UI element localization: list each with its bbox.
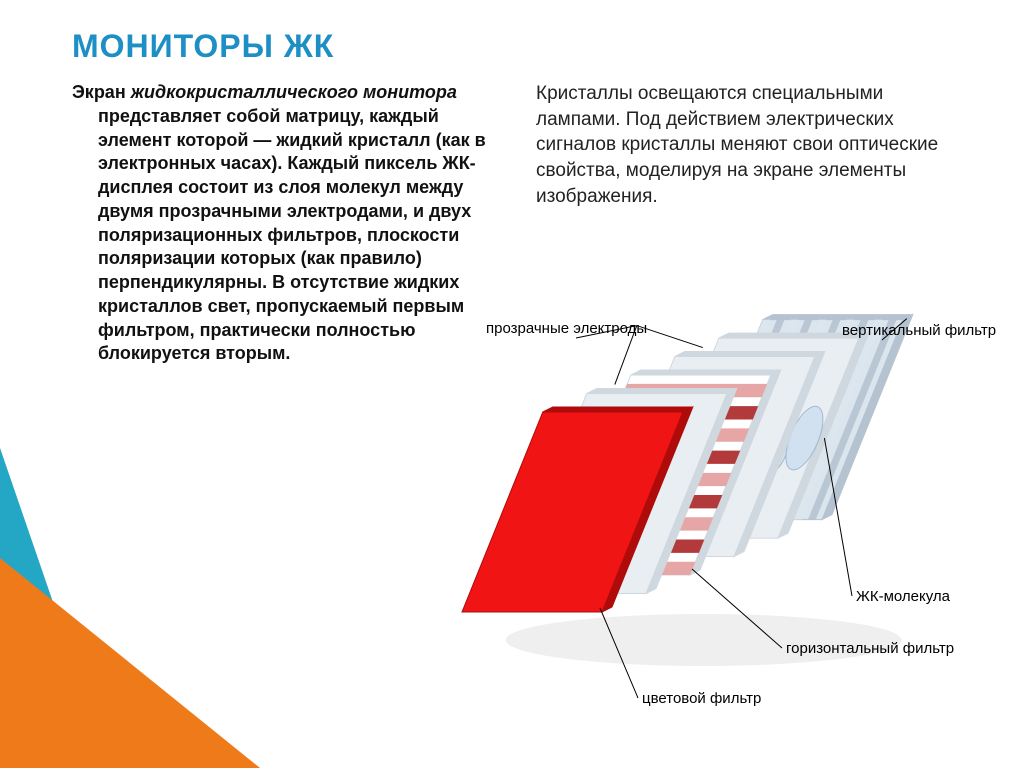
corner-accent-orange [0,558,260,768]
label-vertical-filter: вертикальный фильтр [842,322,996,339]
slide-title: МОНИТОРЫ ЖК [72,28,984,65]
lcd-layers-diagram: прозрачные электроды вертикальный фильтр… [426,312,996,742]
label-horizontal-filter: горизонтальный фильтр [786,640,954,657]
label-transparent-electrodes: прозрачные электроды [486,320,647,337]
right-paragraph: Кристаллы освещаются специальными лампам… [536,81,966,209]
left-para-italic: жидкокристаллического монитора [131,82,457,102]
diagram-svg [426,312,996,742]
left-para-lead: Экран [72,82,131,102]
label-lc-molecule: ЖК-молекула [856,588,950,605]
label-color-filter: цветовой фильтр [642,690,761,707]
